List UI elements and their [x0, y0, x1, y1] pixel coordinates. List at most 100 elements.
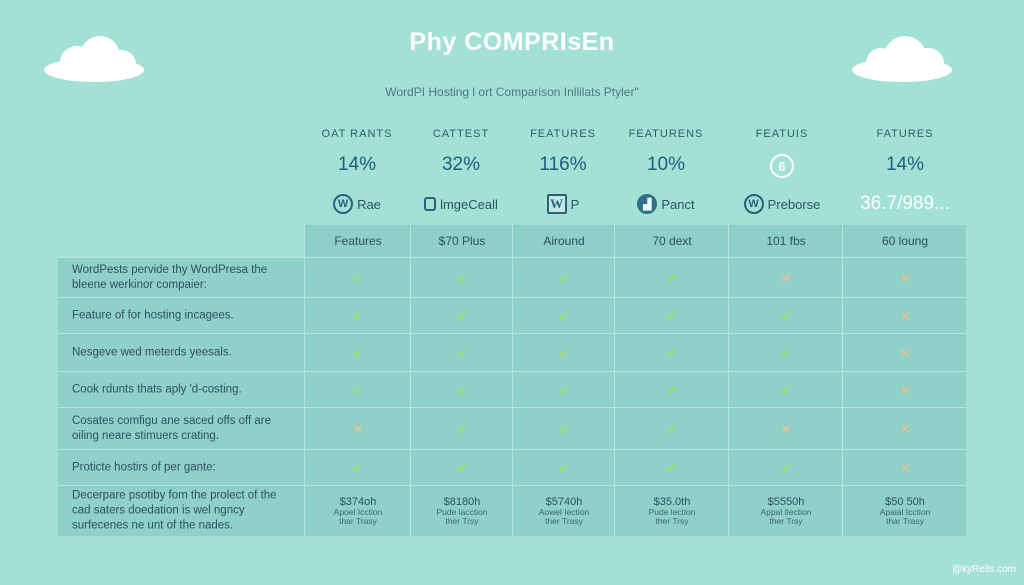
price-value: $5550h [767, 496, 805, 508]
column-header: OAT RANTS 14% W Rae [297, 128, 417, 218]
table-cell: ✕ [842, 408, 967, 450]
feature-label: Nesgeve wed meterds yeesals. [72, 346, 232, 359]
cross-icon: ✕ [899, 420, 911, 437]
column-brand: W Preborse [722, 190, 842, 218]
table-row: Nesgeve wed meterds yeesals. ✔ ✔ ✔ ✔ ✔ ✕ [58, 333, 966, 372]
table-cell: ✔ [304, 450, 411, 486]
table-cell: ✔ [304, 372, 411, 408]
check-icon: ✔ [558, 307, 570, 324]
table-cell: ✔ [728, 372, 843, 408]
table-cell: ✔ [304, 258, 411, 298]
price-note: Apaial Icction [879, 507, 931, 517]
column-header: FEATURENS 10% ▟ Panct [606, 128, 726, 218]
cross-icon: ✕ [899, 459, 911, 476]
column-percent: 116% [539, 154, 587, 175]
price-value: $374oh [339, 496, 377, 508]
check-icon: ✔ [456, 344, 468, 361]
table-cell: ✔ [410, 334, 513, 372]
table-cell: ✔ [410, 298, 513, 334]
price-value: $5740h [545, 496, 583, 508]
table-cell: ✕ [842, 298, 967, 334]
price-cell: $50 50h Apaial Icction thar Trasy [842, 486, 967, 536]
table-cell: ✔ [512, 298, 615, 334]
check-icon: ✔ [780, 381, 792, 398]
column-brand-text: Panct [661, 196, 695, 212]
column-percent: 10% [646, 154, 686, 175]
feature-label: Proticte hostirs of per gante: [72, 461, 216, 474]
check-icon: ✔ [456, 420, 468, 437]
cross-icon: ✕ [899, 307, 911, 324]
check-icon: ✔ [666, 344, 678, 361]
table-cell: ✔ [410, 450, 513, 486]
cloud-right-icon [852, 36, 952, 82]
column-label: CATTEST [432, 128, 490, 140]
cross-icon: ✕ [899, 344, 911, 361]
check-icon: ✔ [780, 307, 792, 324]
table-cell: ✔ [614, 334, 729, 372]
price-note: thar Trasy [339, 516, 377, 526]
cross-icon: ✕ [899, 381, 911, 398]
column-brand: ▟ Panct [606, 190, 726, 218]
check-icon: ✔ [456, 269, 468, 286]
table-header-cell: 60 loung [842, 225, 967, 257]
check-icon: ✔ [352, 307, 364, 324]
price-note: ther Trsy [445, 516, 479, 526]
check-icon: ✔ [456, 459, 468, 476]
price-cell: $35.0th Pude lection ther Trsy [614, 486, 729, 536]
check-icon: ✔ [666, 381, 678, 398]
table-cell: ✔ [614, 450, 729, 486]
column-label: FATURES [876, 128, 934, 140]
table-cell: ✔ [614, 372, 729, 408]
table-cell: ✕ [842, 258, 967, 298]
column-header: CATTEST 32% lmgeCeall [401, 128, 521, 218]
table-header-cell: Airound [512, 225, 615, 257]
column-brand: lmgeCeall [401, 190, 521, 218]
price-row: Decerpare psotiby fom the prolect of the… [58, 485, 966, 536]
table-header-cell: 101 fbs [728, 225, 843, 257]
page-subtitle: WordPI Hosting l ort Comparison Inllilat… [385, 85, 639, 99]
table-cell: ✕ [304, 408, 411, 450]
lock-badge-icon: ▟ [637, 194, 658, 214]
table-cell: ✔ [410, 408, 513, 450]
price-note: Aowel Iection [538, 507, 590, 517]
table-cell: ✔ [512, 258, 615, 298]
number-badge-icon: 6 [770, 154, 794, 178]
table-cell: ✔ [410, 372, 513, 408]
check-icon: ✔ [352, 381, 364, 398]
check-icon: ✔ [666, 459, 678, 476]
table-header-row: Features $70 Plus Airound 70 dext 101 fbs 60 … [304, 225, 966, 257]
column-brand-text: 36.7/989... [860, 193, 950, 214]
wordpress-icon: W [743, 194, 764, 214]
table-cell: ✔ [728, 298, 843, 334]
feature-label: Decerpare psotiby fom the prolect of the… [72, 489, 277, 532]
check-icon: ✔ [666, 307, 678, 324]
table-row: Feature of for hosting incagees. ✔ ✔ ✔ ✔ ✔ ✕ [58, 297, 966, 334]
wordpress-square-icon: W [546, 194, 567, 214]
feature-label: WordPests pervide thy WordPresa the blee… [72, 264, 268, 291]
table-cell: ✔ [614, 258, 729, 298]
cloud-left-icon [44, 36, 144, 82]
column-header: FEATURES 116% W P [503, 128, 623, 218]
page-title: Phy COMPRIsEn [409, 28, 615, 56]
table-cell: ✔ [614, 408, 729, 450]
price-value: $35.0th [653, 496, 691, 508]
column-label: FEATUIS [755, 128, 809, 140]
check-icon: ✔ [456, 307, 468, 324]
table-cell: ✕ [842, 372, 967, 408]
price-note: Appal Ilection [760, 507, 812, 517]
column-percent: 32% [441, 154, 481, 175]
table-cell: ✕ [842, 450, 967, 486]
table-cell: ✕ [842, 334, 967, 372]
price-note: thar Trasy [886, 516, 924, 526]
table-cell: ✔ [512, 334, 615, 372]
column-label: FEATURENS [628, 128, 704, 140]
column-brand-text: Preborse [767, 196, 821, 212]
cross-icon: ✕ [352, 420, 364, 437]
column-header: FEATUIS 6 W Preborse [722, 128, 842, 218]
price-note: Pude lection [648, 507, 696, 517]
price-value: $8180h [443, 496, 481, 508]
wordpress-icon: W [333, 194, 354, 214]
feature-label: Cosates comfigu ane saced offs off are o… [72, 415, 272, 442]
column-header: FATURES 14% 36.7/989... [845, 128, 965, 218]
